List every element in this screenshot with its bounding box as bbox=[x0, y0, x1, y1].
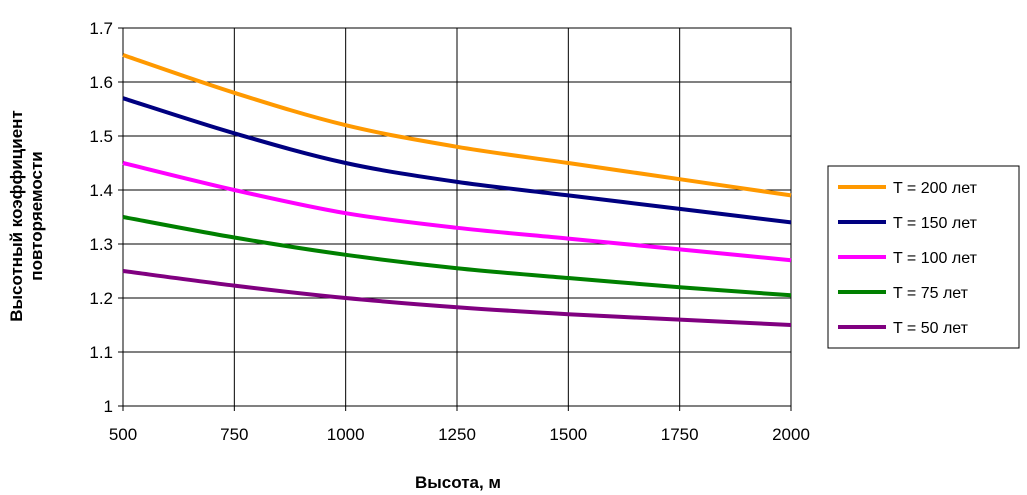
series-line-3 bbox=[122, 161, 792, 263]
y-tick-label: 1.6 bbox=[89, 73, 113, 92]
x-tick-label: 1500 bbox=[549, 425, 587, 444]
y-tick-label: 1.2 bbox=[89, 289, 113, 308]
series-line-1 bbox=[122, 53, 792, 198]
series-line-2 bbox=[122, 96, 792, 225]
x-tick-label: 750 bbox=[220, 425, 248, 444]
x-axis-ticks: 500 750 1000 1250 1500 1750 2000 bbox=[109, 406, 810, 444]
x-tick-label: 1750 bbox=[661, 425, 699, 444]
legend-label: T = 50 лет bbox=[893, 320, 969, 337]
y-tick-label: 1 bbox=[104, 397, 113, 416]
y-tick-label: 1.1 bbox=[89, 343, 113, 362]
series-line-5 bbox=[122, 269, 792, 327]
x-tick-label: 2000 bbox=[772, 425, 810, 444]
legend-label: T = 150 лет bbox=[893, 215, 978, 232]
series-layer bbox=[122, 53, 792, 327]
legend-label: T = 75 лет bbox=[893, 285, 969, 302]
series-line-4 bbox=[122, 215, 792, 298]
legend: T = 200 лет T = 150 лет T = 100 лет T = 75 … bbox=[827, 165, 1020, 349]
y-axis-title-line2: повторяемости bbox=[27, 151, 46, 280]
x-tick-label: 1000 bbox=[327, 425, 365, 444]
plot-area bbox=[122, 27, 792, 407]
x-tick-label: 500 bbox=[109, 425, 137, 444]
y-tick-label: 1.4 bbox=[89, 181, 113, 200]
y-axis-ticks: 1 1.1 1.2 1.3 1.4 1.5 1.6 1.7 bbox=[89, 19, 123, 416]
y-tick-label: 1.5 bbox=[89, 127, 113, 146]
x-axis-title: Высота, м bbox=[415, 473, 501, 492]
y-tick-label: 1.7 bbox=[89, 19, 113, 38]
legend-label: T = 200 лет bbox=[893, 180, 978, 197]
legend-label: T = 100 лет bbox=[893, 250, 978, 267]
x-tick-label: 1250 bbox=[438, 425, 476, 444]
y-tick-label: 1.3 bbox=[89, 235, 113, 254]
y-axis-title-line1: Высотный коэффициент bbox=[7, 110, 26, 321]
